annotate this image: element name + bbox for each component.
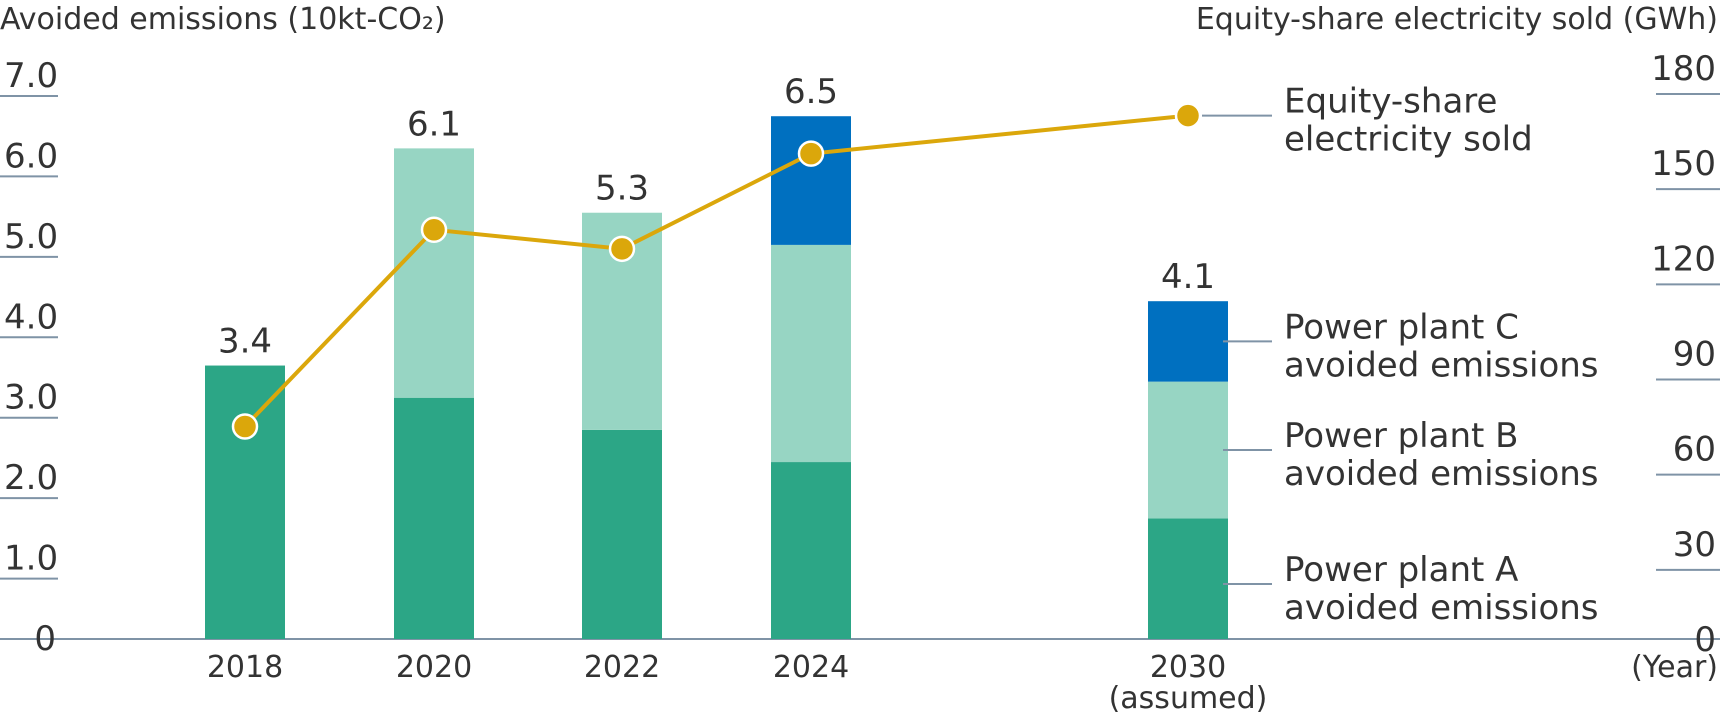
- bar-segment-series-1-2030: [1148, 518, 1228, 639]
- x-axis-unit-label: (Year): [1631, 650, 1718, 685]
- bar-segment-series-2-2024: [771, 244, 851, 463]
- legend-label-power-plant-1: avoided emissions: [1284, 588, 1599, 628]
- y-right-axis-title: Equity-share electricity sold (GWh): [1196, 2, 1718, 37]
- bar-total-label-2024: 6.5: [784, 72, 838, 112]
- legend-label-power-plant-3: Power plant C: [1284, 307, 1519, 347]
- line-point-2024: [797, 140, 825, 167]
- y-left-tick-label: 3.0: [4, 378, 58, 418]
- bar-total-label-2030: 4.1: [1161, 257, 1215, 297]
- y-left-tick-label: 4.0: [4, 297, 58, 337]
- value-labels: 3.4 6.1 5.3 6.5 4.1: [218, 72, 1215, 361]
- bar-segment-series-3-2024: [771, 116, 851, 245]
- bar-segment-series-1-2020: [394, 397, 474, 639]
- y-left-axis: 0 1.0 2.0 3.0 4.0 5.0 6.0 7.0: [0, 56, 58, 659]
- legend-label-power-plant-1: Power plant A: [1284, 550, 1518, 590]
- bar-segment-series-1-2024: [771, 462, 851, 639]
- legend-label-power-plant-2: Power plant B: [1284, 416, 1518, 456]
- y-left-tick-label: 7.0: [4, 56, 58, 96]
- bar-segment-series-2-2030: [1148, 381, 1228, 519]
- y-left-tick-label: 6.0: [4, 136, 58, 176]
- y-left-tick-label: 2.0: [4, 458, 58, 498]
- bar-total-label-2020: 6.1: [407, 104, 461, 144]
- x-tick-label-2030: 2030: [1150, 650, 1226, 685]
- y-left-tick-label: 1.0: [4, 539, 58, 579]
- legend-label-equity-share-electricity: Equity-share: [1284, 82, 1497, 122]
- bar-total-label-2022: 5.3: [595, 169, 649, 209]
- y-right-tick-label: 180: [1651, 49, 1716, 89]
- y-left-axis-title: Avoided emissions (10kt-CO₂): [0, 2, 446, 37]
- x-tick-label-2018: 2018: [207, 650, 283, 685]
- x-tick-label-2020: 2020: [396, 650, 472, 685]
- line-point-2018: [231, 413, 259, 440]
- legend-label-equity-share-electricity: electricity sold: [1284, 120, 1533, 160]
- x-axis-ticks: 2018 2020 2022 2024 2030(assumed): [207, 650, 1268, 716]
- y-right-tick-label: 30: [1673, 525, 1716, 565]
- y-right-tick-label: 120: [1651, 239, 1716, 279]
- y-right-tick-label: 60: [1673, 430, 1716, 470]
- line-series-path: [243, 113, 1189, 428]
- bar-segment-series-2-2020: [394, 148, 474, 398]
- bar-segment-series-1-2018: [205, 365, 285, 639]
- bar-segment-series-1-2022: [582, 429, 662, 639]
- y-left-tick-label: 0: [34, 619, 56, 659]
- line-point-2030: [1174, 102, 1202, 129]
- x-tick-label-2022: 2022: [584, 650, 660, 685]
- legend-label-power-plant-3: avoided emissions: [1284, 345, 1599, 385]
- bar-segment-series-3-2030: [1148, 301, 1228, 382]
- x-tick-label-2024: 2024: [773, 650, 849, 685]
- line-point-2022: [608, 235, 636, 263]
- y-left-tick-label: 5.0: [4, 217, 58, 257]
- bar-total-label-2018: 3.4: [218, 322, 272, 362]
- x-tick-sublabel-2030: (assumed): [1109, 681, 1268, 716]
- y-right-axis: 0 30 60 90 120 150 180: [1651, 49, 1720, 660]
- line-series: [231, 102, 1202, 440]
- y-right-tick-label: 0: [1694, 620, 1716, 660]
- y-right-tick-label: 150: [1651, 144, 1716, 184]
- y-right-tick-label: 90: [1673, 335, 1716, 375]
- line-point-2020: [420, 216, 448, 244]
- bars: [205, 116, 1228, 639]
- legend-label-power-plant-2: avoided emissions: [1284, 454, 1599, 494]
